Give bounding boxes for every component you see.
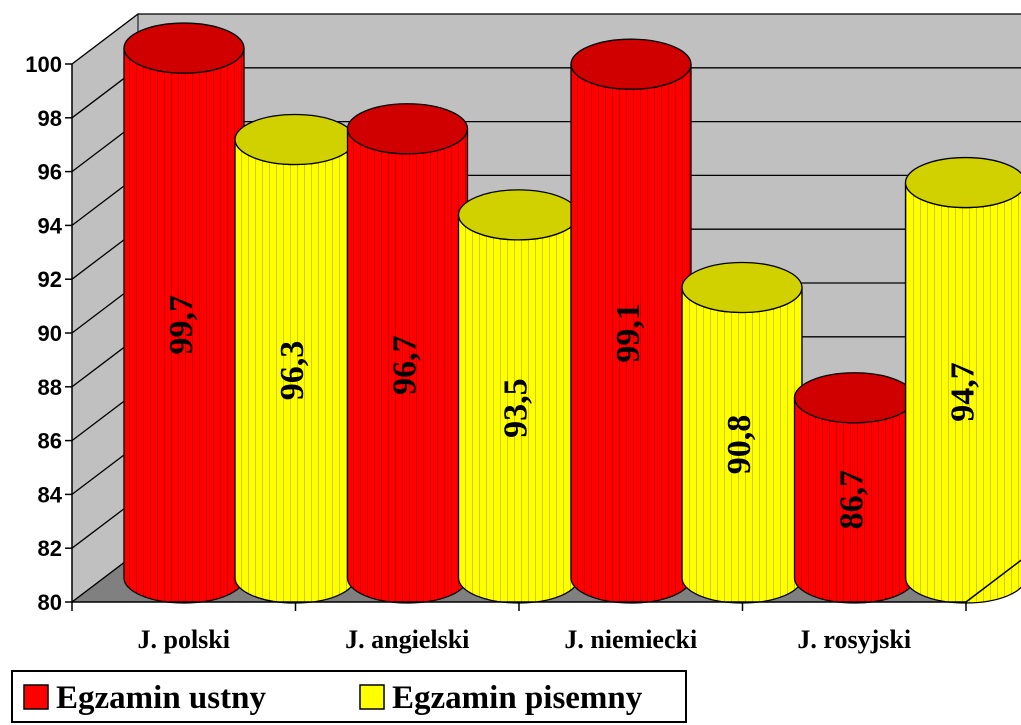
x-tick-label: J. polski	[138, 625, 231, 654]
y-tick-label: 90	[38, 321, 62, 346]
x-axis: J. polski J. angielski J. niemiecki J. rosy…	[71, 559, 1021, 654]
bar-shading	[682, 287, 802, 603]
y-tick-label: 84	[38, 482, 63, 507]
bar-top-cap	[570, 38, 692, 90]
y-tick-label: 82	[38, 536, 62, 561]
x-tick-label: J. rosyjski	[797, 625, 911, 654]
bar-shading	[794, 397, 915, 603]
bar: 93,5	[457, 189, 580, 604]
y-tick-label: 88	[38, 375, 62, 400]
bar: 96,7	[346, 103, 469, 604]
y-tick-label: 92	[38, 267, 62, 292]
bar: 99,7	[123, 22, 245, 604]
bar-value-label: 99,1	[610, 303, 647, 363]
bar-top-cap	[346, 103, 469, 155]
y-axis: 80 82 84 86 88 90 92 94 96 98 100	[25, 52, 73, 615]
bar-top-cap	[123, 22, 245, 74]
y-tick-label: 80	[38, 590, 62, 615]
bar-value-label: 94,7	[945, 362, 982, 422]
bar-top-cap	[234, 113, 356, 166]
legend-swatch	[359, 684, 385, 710]
bar-shading	[235, 139, 356, 603]
bar: 86,7	[793, 372, 916, 604]
bar-value-label: 99,7	[163, 295, 200, 355]
bar: 99,1	[570, 38, 692, 604]
legend-label: Egzamin ustny	[56, 680, 266, 716]
bar-value-label: 96,3	[274, 341, 311, 401]
bar-top-cap	[793, 372, 916, 424]
y-tick-label: 86	[38, 429, 62, 454]
bar-top-cap	[457, 189, 580, 241]
y-tick-label: 98	[38, 106, 62, 131]
bars: 99,7 96,3 96,7 93,5 99,1 90,8 86,7 94,7	[123, 22, 1021, 604]
bar-shading	[905, 182, 1021, 603]
bar-value-label: 93,5	[498, 378, 535, 438]
bar-shading	[571, 64, 691, 603]
bar-value-label: 86,7	[834, 470, 871, 530]
bar-value-label: 96,7	[387, 335, 424, 395]
x-tick-label: J. niemiecki	[564, 625, 697, 654]
bar-shading	[458, 214, 579, 603]
y-tick-label: 94	[38, 213, 63, 238]
bar: 94,7	[904, 156, 1021, 604]
y-tick-label: 100	[25, 52, 62, 77]
bar-value-label: 90,8	[721, 415, 758, 475]
legend-label: Egzamin pisemny	[392, 680, 643, 716]
legend-box	[11, 670, 687, 723]
bar-top-cap	[681, 261, 803, 314]
bar-top-cap	[904, 156, 1021, 209]
bar-shading	[347, 128, 468, 603]
legend-swatch	[23, 684, 49, 710]
x-axis-depth-line	[965, 559, 1021, 603]
gridline	[71, 13, 1021, 65]
bar-shading	[124, 48, 245, 603]
bar: 96,3	[234, 113, 356, 604]
bar: 90,8	[681, 261, 803, 604]
y-tick-label: 96	[38, 160, 62, 185]
x-tick-label: J. angielski	[345, 625, 469, 654]
legend: Egzamin ustny Egzamin pisemny	[11, 670, 687, 723]
